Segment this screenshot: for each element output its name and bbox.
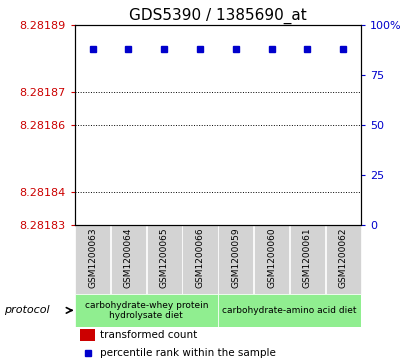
Bar [75,225,110,294]
Title: GDS5390 / 1385690_at: GDS5390 / 1385690_at [129,8,307,24]
Text: GSM1200064: GSM1200064 [124,227,133,287]
Bar [229,225,243,363]
Bar [75,294,218,327]
Bar [326,225,361,294]
Text: protocol: protocol [4,305,50,315]
Bar [121,225,136,363]
Text: GSM1200059: GSM1200059 [231,227,240,288]
Text: GSM1200063: GSM1200063 [88,227,97,288]
Bar [85,225,100,363]
Bar [193,225,207,363]
Bar [290,225,325,294]
Bar [300,225,315,363]
Bar [146,225,182,294]
Bar [157,225,171,363]
Text: GSM1200066: GSM1200066 [195,227,205,288]
Bar [81,329,95,341]
Text: GSM1200065: GSM1200065 [160,227,168,288]
Text: carbohydrate-amino acid diet: carbohydrate-amino acid diet [222,306,357,315]
Text: GSM1200060: GSM1200060 [267,227,276,288]
Text: percentile rank within the sample: percentile rank within the sample [100,348,276,358]
Text: carbohydrate-whey protein
hydrolysate diet: carbohydrate-whey protein hydrolysate di… [85,301,208,320]
Text: transformed count: transformed count [100,330,198,340]
Text: GSM1200061: GSM1200061 [303,227,312,288]
Bar [336,225,350,363]
Bar [183,225,217,294]
Bar [218,294,361,327]
Bar [254,225,289,294]
Text: GSM1200062: GSM1200062 [339,227,348,287]
Bar [264,225,279,363]
Bar [111,225,146,294]
Bar [218,225,253,294]
